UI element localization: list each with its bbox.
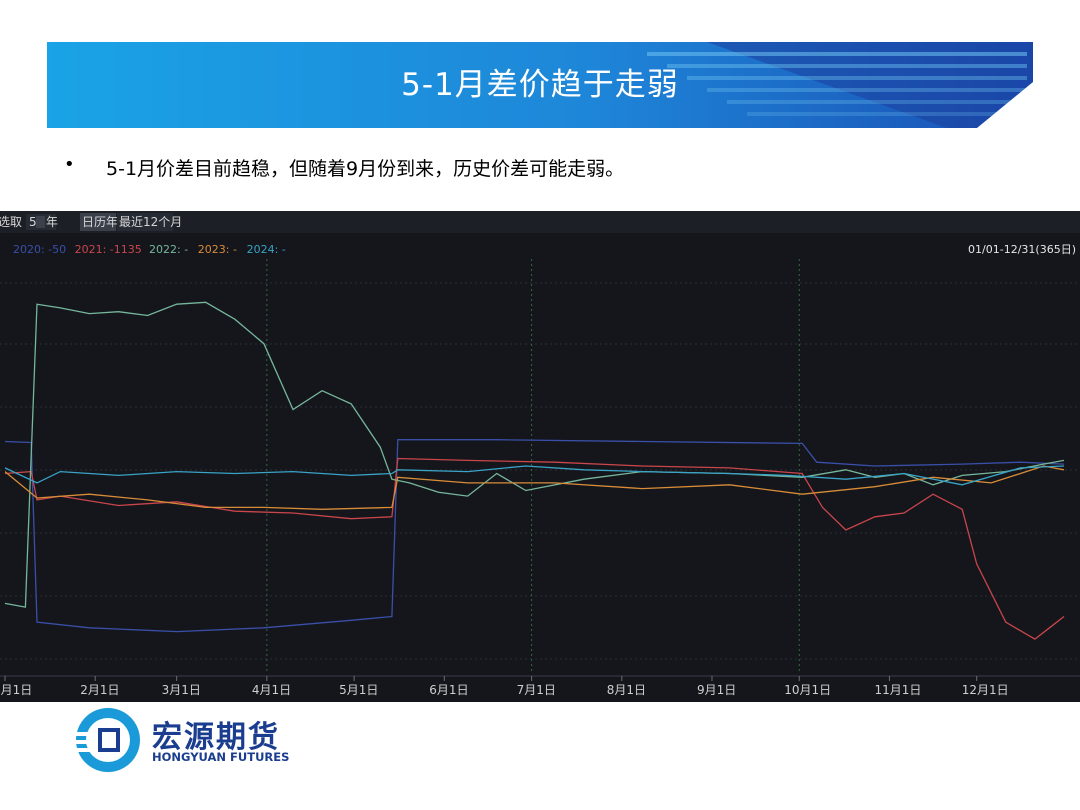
chart-grid [0,259,1080,673]
chart-canvas: 选取 5 年 日历年 最近12个月 2020: -50 2021: -1135 20… [0,211,1080,697]
legend-entry-2: 2022: - [149,243,188,256]
series-line-2020 [4,439,1065,633]
series-line-2021 [4,457,1065,640]
logo-english-name: HONGYUAN FUTURES [152,750,290,764]
toolbar-select[interactable]: 选取 [0,215,22,229]
x-tick-label-1: 2月1日 [80,683,119,697]
tab-calendar-year-label[interactable]: 日历年 [82,215,118,229]
x-tick-label-11: 12月1日 [962,683,1009,697]
chart-legend: 2020: -50 2021: -1135 2022: - 2023: - 2024: … [13,243,286,256]
toolbar-year-unit: 年 [46,215,58,229]
chart-toolbar [0,211,1080,233]
toolbar-year-count[interactable]: 5 [29,215,37,229]
tab-last-12-months-label[interactable]: 最近12个月 [119,215,182,229]
legend-entry-1: 2021: -1135 [75,243,142,256]
chart-series [4,301,1065,640]
bullet-text: 5-1月价差目前趋稳，但随着9月份到来，历史价差可能走弱。 [106,158,625,180]
x-tick-label-9: 10月1日 [784,683,831,697]
company-logo: 宏源期货 HONGYUAN FUTURES [72,706,332,776]
banner-background [47,42,1033,128]
bullet-dot: • [64,154,75,175]
x-tick-label-2: 3月1日 [162,683,201,697]
logo-mark-icon [76,708,140,772]
x-tick-label-4: 5月1日 [339,683,378,697]
x-tick-label-8: 9月1日 [697,683,736,697]
x-tick-label-7: 8月1日 [607,683,646,697]
page-title: 5-1月差价趋于走弱 [401,67,679,103]
tab-calendar-year[interactable] [80,213,116,231]
series-line-2023 [4,465,1065,510]
spread-chart: 选取 5 年 日历年 最近12个月 2020: -50 2021: -1135 20… [0,211,1080,702]
x-tick-label-5: 6月1日 [429,683,468,697]
logo-chinese-name: 宏源期货 [152,720,280,755]
tab-last-12-months[interactable] [117,213,173,231]
title-banner: 5-1月差价趋于走弱 [47,42,1033,128]
x-axis: 1月1日 2月1日 3月1日 4月1日 5月1日 6月1日 7月1日 8月1日 9月1日 10月1… [0,675,1080,697]
x-tick-label-10: 11月1日 [874,683,921,697]
series-line-2022 [4,301,1065,608]
series-line-2024 [4,465,1065,486]
legend-entry-4: 2024: - [247,243,286,256]
date-range-label: 01/01-12/31(365日) [968,243,1076,256]
x-tick-label-0: 1月1日 [0,683,32,697]
x-tick-label-6: 7月1日 [517,683,556,697]
legend-entry-0: 2020: -50 [13,243,66,256]
spinner-icon[interactable] [36,216,45,228]
bullet-item: • 5-1月价差目前趋稳，但随着9月份到来，历史价差可能走弱。 [64,151,964,181]
x-tick-label-3: 4月1日 [252,683,291,697]
legend-entry-3: 2023: - [198,243,237,256]
